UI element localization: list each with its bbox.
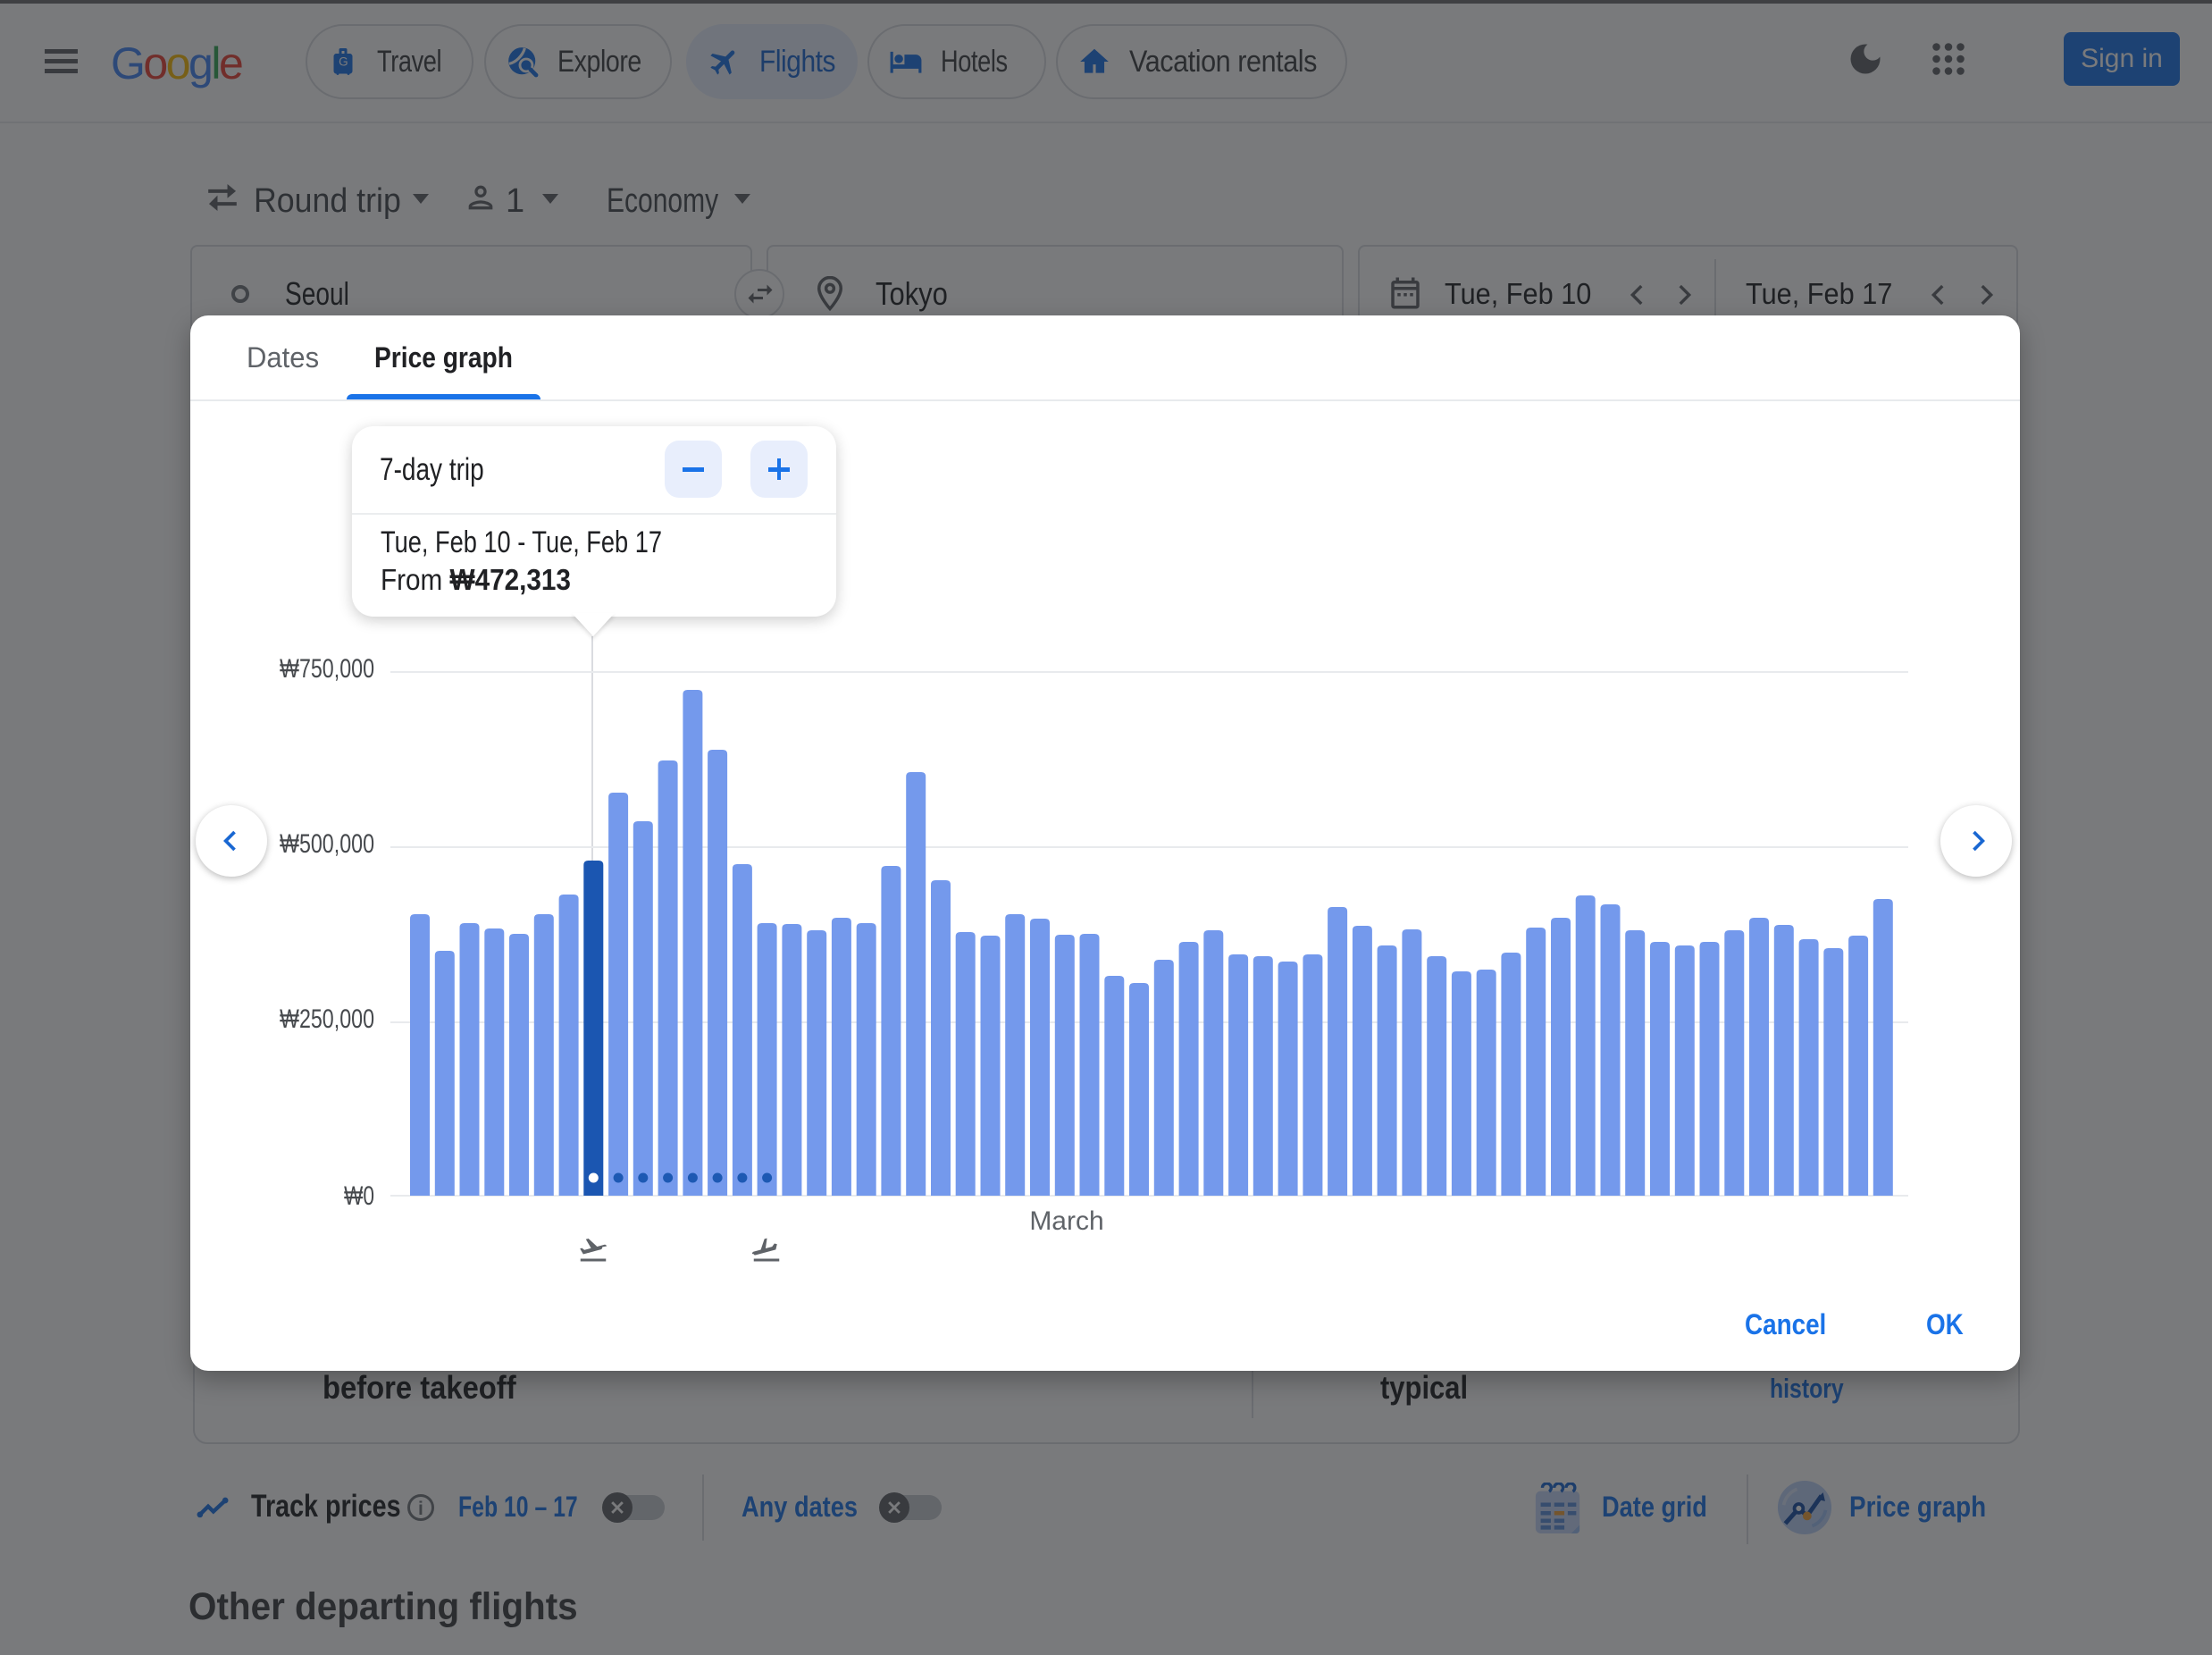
svg-text:₩750,000: ₩750,000: [280, 654, 374, 684]
svg-text:₩250,000: ₩250,000: [280, 1004, 374, 1034]
svg-text:₩0: ₩0: [344, 1181, 374, 1211]
svg-text:March: March: [1029, 1206, 1103, 1236]
svg-text:₩500,000: ₩500,000: [280, 829, 374, 859]
